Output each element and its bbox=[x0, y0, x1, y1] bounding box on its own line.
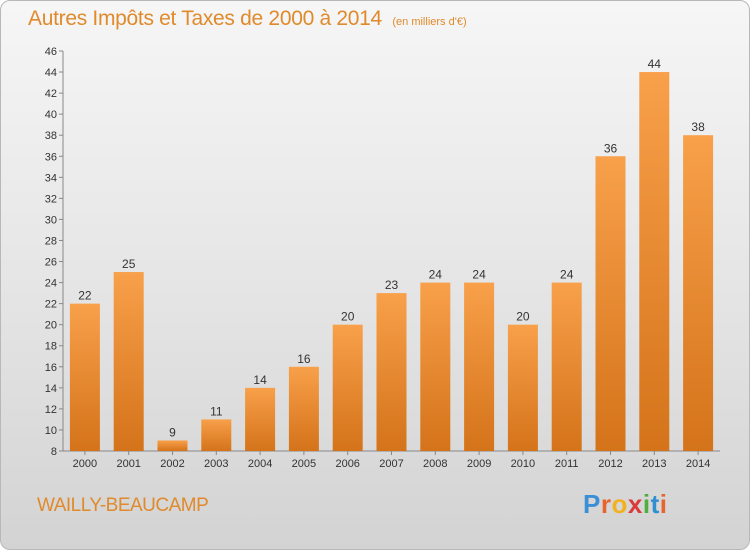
data-label: 22 bbox=[78, 289, 92, 303]
x-tick-label: 2000 bbox=[73, 458, 97, 470]
logo-letter: i bbox=[642, 489, 651, 519]
x-tick-label: 2001 bbox=[116, 458, 140, 470]
x-tick-label: 2005 bbox=[292, 458, 316, 470]
y-tick-label: 16 bbox=[45, 362, 57, 374]
bar bbox=[245, 387, 276, 451]
x-tick-label: 2002 bbox=[160, 458, 184, 470]
y-tick-label: 14 bbox=[45, 383, 57, 395]
bar bbox=[507, 324, 538, 451]
y-tick-label: 12 bbox=[45, 404, 57, 416]
y-tick-label: 26 bbox=[45, 257, 57, 269]
chart-title-block: Autres Impôts et Taxes de 2000 à 2014 (e… bbox=[28, 7, 467, 31]
x-tick-label: 2007 bbox=[379, 458, 403, 470]
y-tick-label: 36 bbox=[45, 151, 57, 163]
data-label: 20 bbox=[516, 310, 530, 324]
logo-letter: P bbox=[583, 489, 601, 519]
y-tick-label: 34 bbox=[45, 172, 57, 184]
y-tick-label: 38 bbox=[45, 130, 57, 142]
bar bbox=[683, 135, 714, 452]
x-tick-label: 2010 bbox=[511, 458, 535, 470]
data-label: 14 bbox=[253, 373, 267, 387]
data-label: 36 bbox=[604, 141, 618, 155]
x-tick-label: 2014 bbox=[686, 458, 710, 470]
data-label: 38 bbox=[691, 120, 705, 134]
data-label: 9 bbox=[169, 425, 176, 439]
x-tick-label: 2003 bbox=[204, 458, 228, 470]
y-tick-label: 28 bbox=[45, 235, 57, 247]
y-tick-label: 42 bbox=[45, 88, 57, 100]
data-label: 23 bbox=[385, 278, 399, 292]
x-tick-label: 2011 bbox=[555, 458, 579, 470]
bar bbox=[639, 72, 670, 451]
x-tick-label: 2013 bbox=[642, 458, 666, 470]
bar bbox=[288, 366, 319, 451]
y-tick-label: 40 bbox=[45, 109, 57, 121]
x-tick-label: 2008 bbox=[423, 458, 447, 470]
y-tick-label: 46 bbox=[45, 46, 57, 58]
bar bbox=[595, 156, 626, 451]
bar bbox=[113, 272, 144, 451]
y-tick-label: 32 bbox=[45, 193, 57, 205]
data-label: 44 bbox=[648, 57, 662, 71]
bar bbox=[157, 440, 188, 451]
y-tick-label: 20 bbox=[45, 320, 57, 332]
chart-title: Autres Impôts et Taxes de 2000 à 2014 bbox=[28, 7, 382, 30]
bar bbox=[551, 282, 582, 451]
data-label: 20 bbox=[341, 310, 355, 324]
commune-name: WAILLY-BEAUCAMP bbox=[37, 495, 209, 516]
data-label: 16 bbox=[297, 352, 311, 366]
data-label: 24 bbox=[560, 268, 574, 282]
y-tick-label: 44 bbox=[45, 67, 57, 79]
bar bbox=[201, 419, 232, 451]
x-tick-label: 2004 bbox=[248, 458, 272, 470]
y-tick-label: 8 bbox=[51, 446, 57, 458]
data-label: 24 bbox=[472, 268, 486, 282]
bar bbox=[464, 282, 495, 451]
bar bbox=[376, 293, 407, 451]
chart-subtitle: (en milliers d'€) bbox=[392, 16, 467, 28]
logo-letter: x bbox=[627, 489, 643, 519]
x-tick-label: 2012 bbox=[598, 458, 622, 470]
x-tick-label: 2006 bbox=[335, 458, 359, 470]
logo-letter: t bbox=[650, 489, 660, 519]
proxiti-logo: Proxiti bbox=[583, 489, 667, 520]
logo-letter: o bbox=[611, 489, 628, 519]
data-label: 24 bbox=[429, 268, 443, 282]
data-label: 25 bbox=[122, 257, 136, 271]
data-label: 11 bbox=[210, 404, 223, 418]
y-tick-label: 10 bbox=[45, 425, 57, 437]
logo-letter: r bbox=[600, 489, 612, 519]
x-tick-label: 2009 bbox=[467, 458, 491, 470]
bar bbox=[332, 324, 363, 451]
logo-letter: i bbox=[659, 489, 668, 519]
y-tick-label: 24 bbox=[45, 278, 57, 290]
bar bbox=[69, 303, 100, 451]
bar bbox=[420, 282, 451, 451]
y-tick-label: 18 bbox=[45, 341, 57, 353]
y-tick-label: 22 bbox=[45, 299, 57, 311]
y-tick-label: 30 bbox=[45, 214, 57, 226]
